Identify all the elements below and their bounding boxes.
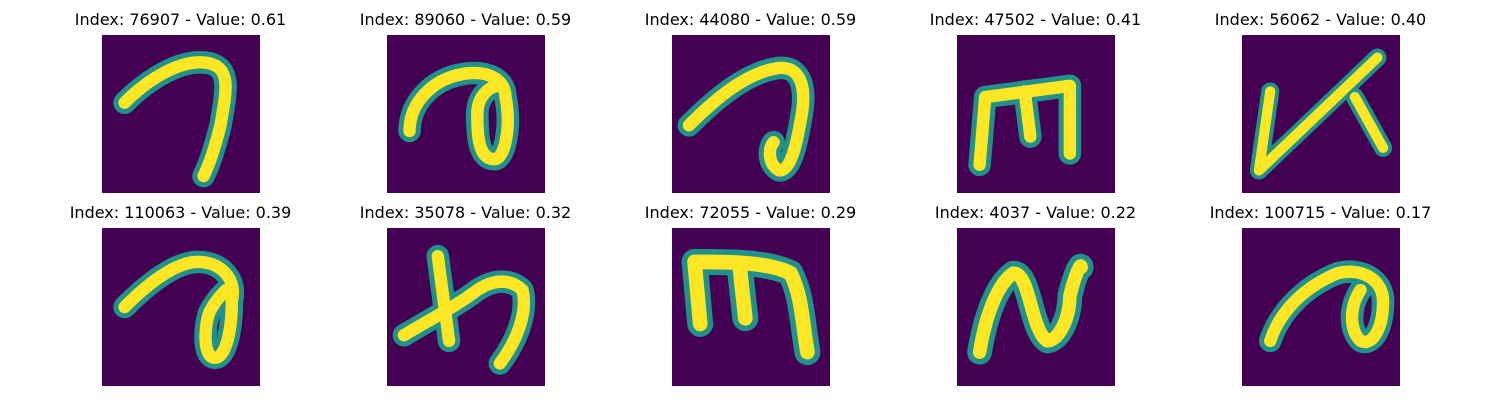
curl-loop-stroke-icon	[387, 35, 545, 193]
panel-title: Index: 76907 - Value: 0.61	[74, 10, 287, 29]
panel-5: Index: 56062 - Value: 0.40	[1178, 10, 1463, 200]
panel-4: Index: 47502 - Value: 0.41	[893, 10, 1178, 200]
panel-6: Index: 110063 - Value: 0.39	[38, 203, 323, 393]
m-shape-stroke-icon	[957, 35, 1115, 193]
cross-hook-stroke-icon	[387, 228, 545, 386]
k-shape-stroke-icon	[1242, 35, 1400, 193]
panel-9: Index: 4037 - Value: 0.22	[893, 203, 1178, 393]
panel-title: Index: 35078 - Value: 0.32	[359, 203, 572, 222]
panel-title: Index: 100715 - Value: 0.17	[1209, 203, 1432, 222]
small-loop-stroke-icon	[1242, 228, 1400, 386]
panel-title: Index: 56062 - Value: 0.40	[1214, 10, 1427, 29]
panel-title: Index: 44080 - Value: 0.59	[644, 10, 857, 29]
panel-3: Index: 44080 - Value: 0.59	[608, 10, 893, 200]
panel-2: Index: 89060 - Value: 0.59	[323, 10, 608, 200]
panel-title: Index: 110063 - Value: 0.39	[69, 203, 292, 222]
panel-1: Index: 76907 - Value: 0.61	[38, 10, 323, 200]
panel-title: Index: 47502 - Value: 0.41	[929, 10, 1142, 29]
panel-8: Index: 72055 - Value: 0.29	[608, 203, 893, 393]
n-zigzag-stroke-icon	[957, 228, 1115, 386]
panel-title: Index: 4037 - Value: 0.22	[934, 203, 1137, 222]
hook-loop-stroke-icon	[672, 35, 830, 193]
digit-seven-stroke-icon	[102, 35, 260, 193]
panel-10: Index: 100715 - Value: 0.17	[1178, 203, 1463, 393]
curl-loop-stroke-icon	[102, 228, 260, 386]
panel-title: Index: 72055 - Value: 0.29	[644, 203, 857, 222]
m-shape-stroke-icon	[672, 228, 830, 386]
panel-7: Index: 35078 - Value: 0.32	[323, 203, 608, 393]
panel-title: Index: 89060 - Value: 0.59	[359, 10, 572, 29]
